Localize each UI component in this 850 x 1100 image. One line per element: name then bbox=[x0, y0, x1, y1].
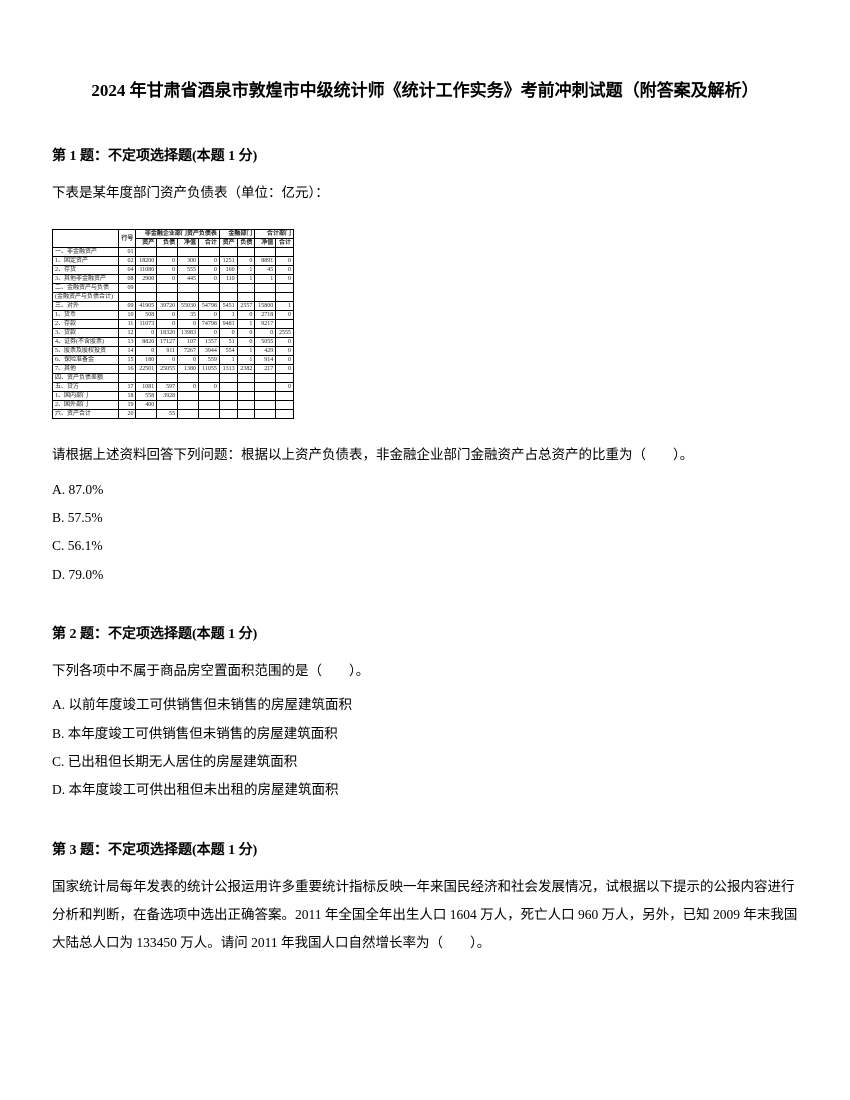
q2-header: 第 2 题：不定项选择题(本题 1 分) bbox=[52, 623, 798, 643]
q1-option-b: B. 57.5% bbox=[52, 504, 798, 532]
q1-option-d: D. 79.0% bbox=[52, 561, 798, 589]
q2-option-d: D. 本年度竣工可供出租但未出租的房屋建筑面积 bbox=[52, 776, 798, 804]
q1-option-c: C. 56.1% bbox=[52, 532, 798, 560]
q1-table: 行号非金融企业部门资产负债表金融部门合计部门资产负债净值合计资产负债净值合计一、… bbox=[52, 229, 798, 419]
q2-option-a: A. 以前年度竣工可供销售但未销售的房屋建筑面积 bbox=[52, 691, 798, 719]
q1-option-a: A. 87.0% bbox=[52, 476, 798, 504]
q2-option-c: C. 已出租但长期无人居住的房屋建筑面积 bbox=[52, 748, 798, 776]
q2-prompt: 下列各项中不属于商品房空置面积范围的是（ ）。 bbox=[52, 657, 798, 685]
balance-sheet-table: 行号非金融企业部门资产负债表金融部门合计部门资产负债净值合计资产负债净值合计一、… bbox=[52, 229, 294, 419]
q1-prompt: 请根据上述资料回答下列问题：根据以上资产负债表，非金融企业部门金融资产占总资产的… bbox=[52, 441, 798, 469]
q1-intro: 下表是某年度部门资产负债表（单位：亿元）： bbox=[52, 179, 798, 207]
q2-option-b: B. 本年度竣工可供销售但未销售的房屋建筑面积 bbox=[52, 720, 798, 748]
q3-prompt: 国家统计局每年发表的统计公报运用许多重要统计指标反映一年来国民经济和社会发展情况… bbox=[52, 873, 798, 958]
q1-header: 第 1 题：不定项选择题(本题 1 分) bbox=[52, 145, 798, 165]
question-3: 第 3 题：不定项选择题(本题 1 分) 国家统计局每年发表的统计公报运用许多重… bbox=[52, 839, 798, 958]
question-2: 第 2 题：不定项选择题(本题 1 分) 下列各项中不属于商品房空置面积范围的是… bbox=[52, 623, 798, 805]
question-1: 第 1 题：不定项选择题(本题 1 分) 下表是某年度部门资产负债表（单位：亿元… bbox=[52, 145, 798, 589]
page-title: 2024 年甘肃省酒泉市敦煌市中级统计师《统计工作实务》考前冲刺试题（附答案及解… bbox=[52, 76, 798, 101]
q3-header: 第 3 题：不定项选择题(本题 1 分) bbox=[52, 839, 798, 859]
